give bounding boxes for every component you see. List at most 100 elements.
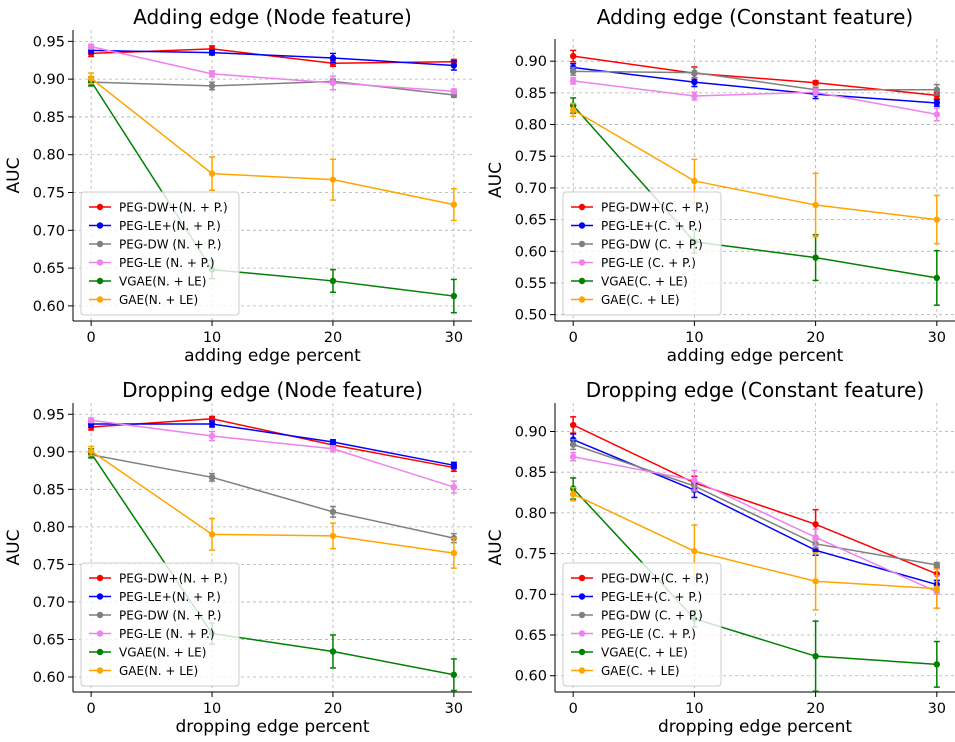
y-axis-label: AUC	[486, 530, 506, 566]
x-tick-label: 30	[445, 701, 463, 717]
x-tick-label: 0	[87, 701, 96, 717]
data-point	[87, 447, 95, 455]
series-6	[87, 72, 458, 222]
y-tick-label: 0.80	[33, 520, 65, 536]
legend: PEG-DW+(C. + P.) PEG-LE+(C. + P.) PEG-DW (…	[562, 191, 722, 316]
y-tick-label: 0.85	[515, 86, 547, 102]
legend-label: VGAE(C. + LE)	[601, 275, 688, 289]
x-tick-label: 20	[806, 701, 824, 717]
y-axis-label: AUC	[4, 158, 24, 194]
legend-swatch-marker	[578, 240, 586, 248]
y-tick-label: 0.85	[33, 110, 65, 126]
chart-title: Adding edge (Node feature)	[133, 5, 412, 29]
y-tick-label: 0.70	[33, 223, 65, 239]
x-tick-label: 0	[569, 330, 578, 346]
legend: PEG-DW+(N. + P.) PEG-LE+(N. + P.) PEG-DW (…	[80, 191, 240, 316]
y-tick-label: 0.75	[33, 557, 65, 573]
data-point	[569, 68, 577, 75]
legend-swatch-marker	[578, 611, 586, 619]
legend-label: PEG-DW (N. + P.)	[119, 238, 221, 252]
legend-label: PEG-LE (C. + P.)	[601, 627, 696, 641]
legend-swatch-marker	[578, 574, 586, 582]
series-3	[569, 66, 941, 96]
legend-swatch-marker	[578, 593, 586, 600]
data-point	[933, 274, 941, 282]
data-point	[691, 547, 698, 555]
data-point	[933, 111, 941, 118]
data-point	[812, 534, 819, 541]
data-point	[208, 70, 216, 78]
y-tick-label: 0.75	[515, 149, 547, 165]
data-point	[569, 490, 577, 498]
legend-swatch-marker	[578, 203, 586, 211]
chart-title: Adding edge (Constant feature)	[597, 5, 913, 29]
data-point	[329, 445, 337, 452]
data-point	[208, 170, 216, 177]
data-point	[812, 521, 819, 528]
y-tick-label: 0.80	[33, 148, 65, 164]
y-axis-label: AUC	[486, 162, 506, 198]
data-point	[569, 421, 577, 429]
data-point	[569, 52, 577, 60]
y-tick-label: 0.80	[515, 118, 547, 134]
data-point	[87, 417, 95, 424]
data-point	[450, 483, 458, 491]
data-point	[450, 62, 458, 69]
data-point	[933, 661, 941, 668]
data-point	[329, 60, 337, 67]
data-point	[208, 432, 216, 440]
legend-label: VGAE(N. + LE)	[119, 646, 206, 660]
series-6	[87, 445, 458, 569]
series-line	[91, 418, 455, 469]
legend-swatch-marker	[96, 240, 104, 248]
series-line	[572, 443, 937, 566]
legend-label: PEG-LE (N. + P.)	[119, 627, 215, 641]
series-6	[569, 102, 941, 245]
series-line	[572, 105, 937, 279]
series-line	[90, 77, 455, 206]
chart-panel-1: 0.60 0.65 0.70 0.75 0.80 0.85 0.90 0.95 0 10 20 30 P…	[4, 5, 472, 366]
x-tick-label: 30	[928, 701, 946, 717]
legend-swatch-marker	[578, 648, 586, 656]
y-tick-label: 0.50	[515, 308, 547, 324]
data-point	[329, 54, 337, 62]
data-point	[812, 578, 819, 585]
data-point	[208, 474, 216, 481]
x-tick-label: 20	[806, 330, 824, 346]
x-axis-label: dropping edge percent	[658, 717, 852, 737]
y-tick-label: 0.95	[33, 34, 65, 50]
legend-swatch-marker	[96, 630, 104, 637]
data-point	[208, 420, 216, 428]
legend-label: PEG-DW+(C. + P.)	[601, 201, 709, 215]
data-point	[329, 532, 337, 540]
data-point	[329, 508, 337, 516]
legend-label: PEG-DW (C. + P.)	[601, 238, 703, 252]
legend-swatch-marker	[578, 277, 586, 285]
series-1	[87, 45, 458, 68]
legend-frame	[562, 191, 722, 316]
series-4	[87, 43, 458, 95]
legend-label: PEG-DW+(N. + P.)	[119, 572, 228, 586]
chart-panel-4: 0.60 0.65 0.70 0.75 0.80 0.85 0.90 0 10 20 30 PEG-D…	[486, 378, 955, 737]
x-axis-label: dropping edge percent	[175, 717, 369, 737]
y-tick-label: 0.65	[33, 261, 65, 277]
chart-panel-3: 0.60 0.65 0.70 0.75 0.80 0.85 0.90 0.95 0 10 20 30 P…	[4, 378, 472, 737]
y-tick-label: 0.60	[33, 299, 65, 315]
series-line	[91, 80, 454, 96]
y-tick-label: 0.90	[33, 72, 65, 88]
data-point	[812, 201, 819, 209]
series-4	[87, 417, 458, 494]
x-tick-label: 10	[203, 330, 221, 346]
data-point	[208, 82, 216, 90]
chart-title: Dropping edge (Node feature)	[122, 378, 423, 402]
data-point	[450, 88, 458, 95]
x-tick-label: 0	[87, 330, 96, 346]
data-point	[569, 106, 577, 114]
y-tick-label: 0.70	[515, 587, 547, 603]
series-2	[569, 62, 941, 107]
y-tick-label: 0.75	[515, 547, 547, 563]
data-point	[329, 79, 337, 87]
series-line	[90, 80, 454, 297]
